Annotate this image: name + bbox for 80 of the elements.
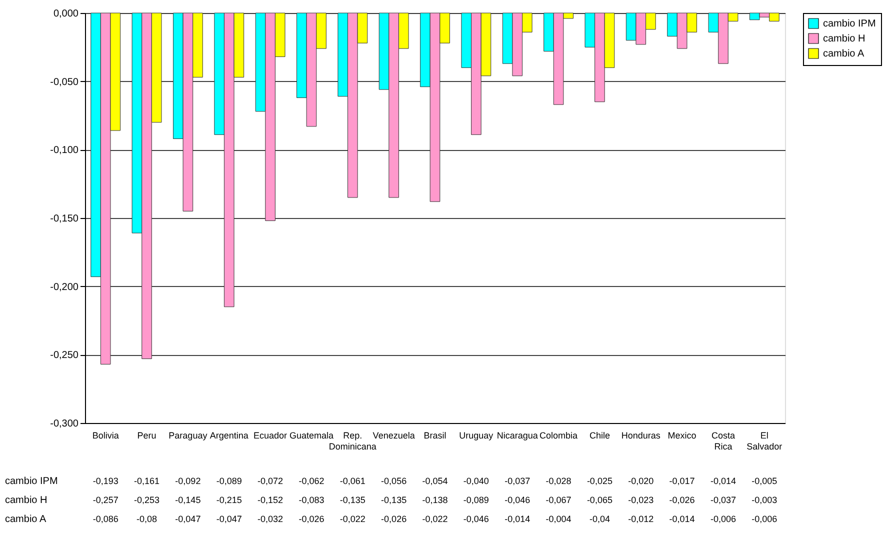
data-label: -0,014: [710, 476, 736, 486]
data-label: -0,014: [504, 514, 530, 524]
y-tick-label: -0,200: [50, 282, 79, 293]
data-label: -0,083: [298, 495, 324, 505]
x-tick-label: Paraguay: [168, 430, 208, 440]
data-label: -0,065: [586, 495, 612, 505]
data-label: -0,047: [216, 514, 242, 524]
data-label: -0,004: [546, 514, 572, 524]
data-label: -0,253: [134, 495, 160, 505]
y-tick-label: -0,150: [50, 214, 79, 224]
data-label: -0,092: [175, 476, 201, 486]
legend-label: cambio H: [823, 34, 866, 44]
data-label: -0,047: [175, 514, 201, 524]
data-label: -0,062: [298, 476, 324, 486]
data-label: -0,032: [258, 514, 284, 524]
data-label: -0,054: [422, 476, 448, 486]
data-label: -0,006: [710, 514, 736, 524]
data-label: -0,014: [669, 514, 695, 524]
data-label: -0,135: [381, 495, 407, 505]
y-tick-label: -0,100: [50, 145, 79, 156]
data-label: -0,040: [463, 476, 489, 486]
legend-label: cambio A: [823, 48, 864, 60]
data-label: -0,012: [628, 514, 654, 524]
data-label: -0,089: [463, 495, 489, 505]
text: cambio H: [5, 495, 48, 506]
data-label: -0,161: [134, 476, 160, 486]
data-label: -0,193: [92, 476, 118, 486]
data-label: -0,089: [216, 476, 242, 486]
data-label: -0,145: [175, 495, 201, 505]
data-label: -0,061: [340, 476, 366, 486]
data-label: -0,086: [92, 514, 118, 524]
data-label: -0,072: [258, 476, 284, 486]
x-tick-label: El Salvador: [746, 430, 782, 452]
data-label: -0,215: [216, 495, 242, 505]
text: cambio A: [5, 514, 46, 525]
x-tick-label: Argentina: [210, 430, 248, 440]
data-label: -0,003: [752, 495, 778, 505]
y-tick-label: 0,000: [53, 8, 79, 20]
data-label: -0,022: [340, 514, 366, 524]
data-label: -0,046: [504, 495, 530, 505]
legend-label: cambio IPM: [823, 18, 876, 30]
data-label: -0,08: [136, 514, 158, 524]
x-tick-label: Mexico: [668, 430, 696, 440]
x-tick-label: Chile: [589, 430, 610, 440]
data-label: -0,022: [422, 514, 448, 524]
data-label: -0,006: [752, 514, 778, 524]
y-tick-label: -0,250: [50, 350, 79, 362]
data-label: -0,023: [628, 495, 654, 505]
x-tick-label: Colombia: [540, 430, 578, 440]
text: cambio IPM: [5, 476, 58, 487]
x-tick-label: Venezuela: [372, 430, 415, 440]
y-tick-label: -0,050: [50, 76, 79, 88]
data-label: -0,026: [669, 495, 695, 505]
x-tick-label: Costa Rica: [711, 430, 735, 452]
x-tick-label: Brasil: [424, 430, 446, 440]
data-label: -0,135: [340, 495, 366, 505]
data-label: -0,026: [381, 514, 407, 524]
x-tick-label: Uruguay: [459, 430, 494, 440]
y-tick-label: -0,300: [50, 418, 79, 430]
x-tick-label: Nicaragua: [496, 430, 538, 440]
data-label: -0,046: [463, 514, 489, 524]
x-tick-label: Guatemala: [289, 430, 334, 440]
x-tick-label: Ecuador: [254, 430, 288, 440]
data-label: -0,037: [504, 476, 530, 486]
x-tick-label: Honduras: [621, 430, 661, 440]
x-tick-label: Bolivia: [92, 430, 119, 440]
data-label: -0,028: [546, 476, 572, 486]
data-label: -0,026: [298, 514, 324, 524]
data-label: -0,257: [92, 495, 118, 505]
data-label: -0,005: [752, 476, 778, 486]
data-label: -0,138: [422, 495, 448, 505]
data-label: -0,025: [586, 476, 612, 486]
data-label: -0,020: [628, 476, 654, 486]
data-label: -0,152: [258, 495, 284, 505]
data-label: -0,017: [669, 476, 695, 486]
data-label: -0,067: [546, 495, 572, 505]
x-tick-label: Peru: [137, 430, 156, 440]
data-label: -0,04: [589, 514, 610, 524]
data-label: -0,037: [710, 495, 736, 505]
data-label: -0,056: [381, 476, 407, 486]
